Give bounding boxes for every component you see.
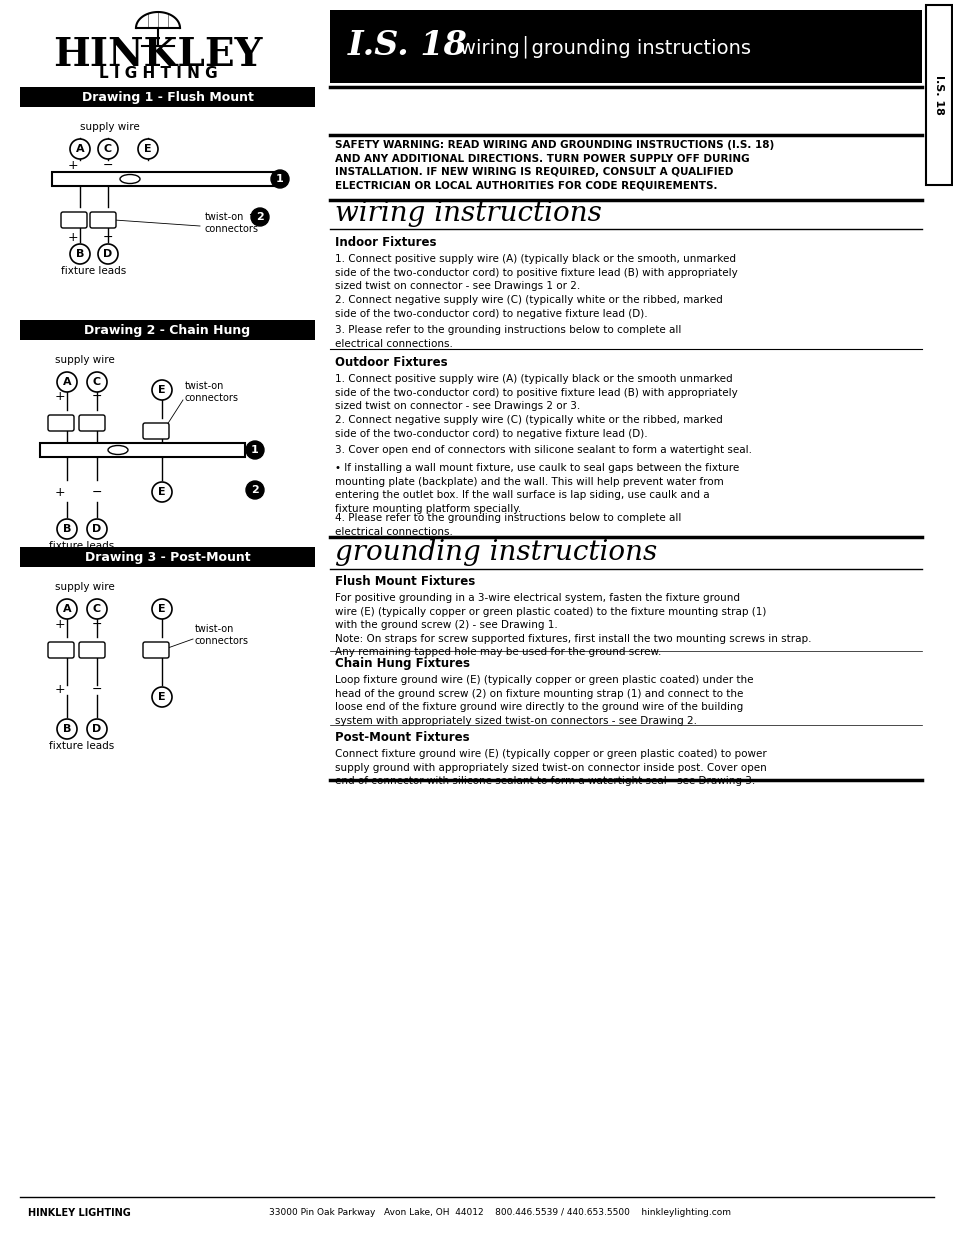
Text: 2. Connect negative supply wire (C) (typically white or the ribbed, marked
side : 2. Connect negative supply wire (C) (typ… [335, 295, 722, 319]
Text: 3. Please refer to the grounding instructions below to complete all
electrical c: 3. Please refer to the grounding instruc… [335, 325, 680, 348]
Text: +: + [68, 158, 78, 172]
Text: B: B [63, 524, 71, 534]
FancyBboxPatch shape [143, 642, 169, 658]
Circle shape [57, 719, 77, 739]
FancyBboxPatch shape [20, 547, 314, 567]
Text: C: C [92, 604, 101, 614]
Circle shape [87, 519, 107, 538]
Text: fixture leads: fixture leads [61, 266, 127, 275]
Text: SAFETY WARNING: READ WIRING AND GROUNDING INSTRUCTIONS (I.S. 18)
AND ANY ADDITIO: SAFETY WARNING: READ WIRING AND GROUNDIN… [335, 140, 774, 190]
Circle shape [152, 380, 172, 400]
Text: Drawing 3 - Post-Mount: Drawing 3 - Post-Mount [85, 551, 250, 563]
Text: Flush Mount Fixtures: Flush Mount Fixtures [335, 574, 475, 588]
Text: A: A [63, 377, 71, 387]
Circle shape [57, 599, 77, 619]
Text: design • illuminate • enjoy: design • illuminate • enjoy [83, 86, 233, 98]
Text: C: C [92, 377, 101, 387]
Text: −: − [103, 231, 113, 243]
Text: 33000 Pin Oak Parkway   Avon Lake, OH  44012    800.446.5539 / 440.653.5500    h: 33000 Pin Oak Parkway Avon Lake, OH 4401… [269, 1209, 730, 1218]
Circle shape [57, 372, 77, 391]
Circle shape [87, 599, 107, 619]
Text: HINKLEY LIGHTING: HINKLEY LIGHTING [28, 1208, 131, 1218]
FancyBboxPatch shape [925, 5, 951, 185]
Text: • If installing a wall mount fixture, use caulk to seal gaps between the fixture: • If installing a wall mount fixture, us… [335, 463, 739, 514]
Text: fixture leads: fixture leads [50, 741, 114, 751]
FancyBboxPatch shape [48, 642, 74, 658]
FancyBboxPatch shape [48, 415, 74, 431]
Text: E: E [158, 604, 166, 614]
Circle shape [271, 170, 289, 188]
Text: +: + [54, 618, 65, 631]
Circle shape [87, 372, 107, 391]
Circle shape [152, 482, 172, 501]
Text: wiring│grounding instructions: wiring│grounding instructions [459, 36, 750, 58]
FancyBboxPatch shape [90, 212, 116, 228]
Circle shape [98, 140, 118, 159]
FancyBboxPatch shape [79, 415, 105, 431]
Text: +: + [54, 683, 65, 695]
Circle shape [138, 140, 158, 159]
Text: D: D [92, 524, 102, 534]
Text: E: E [158, 692, 166, 701]
Text: For positive grounding in a 3-wire electrical system, fasten the fixture ground
: For positive grounding in a 3-wire elect… [335, 593, 811, 657]
Text: +: + [54, 389, 65, 403]
Text: Chain Hung Fixtures: Chain Hung Fixtures [335, 657, 470, 669]
Text: supply wire: supply wire [55, 582, 114, 592]
Text: B: B [75, 249, 84, 259]
Text: 4. Please refer to the grounding instructions below to complete all
electrical c: 4. Please refer to the grounding instruc… [335, 513, 680, 536]
FancyBboxPatch shape [20, 320, 314, 340]
Text: E: E [158, 487, 166, 496]
Text: 1: 1 [275, 174, 284, 184]
FancyBboxPatch shape [330, 10, 921, 83]
Text: E: E [144, 144, 152, 154]
Circle shape [152, 687, 172, 706]
Circle shape [70, 245, 90, 264]
Circle shape [98, 245, 118, 264]
Text: twist-on
connectors: twist-on connectors [205, 211, 258, 235]
FancyBboxPatch shape [40, 443, 245, 457]
Text: twist-on
connectors: twist-on connectors [185, 380, 239, 403]
Text: −: − [91, 683, 102, 695]
FancyBboxPatch shape [79, 642, 105, 658]
Text: −: − [103, 158, 113, 172]
Text: supply wire: supply wire [55, 354, 114, 366]
Text: A: A [63, 604, 71, 614]
Text: Loop fixture ground wire (E) (typically copper or green plastic coated) under th: Loop fixture ground wire (E) (typically … [335, 676, 753, 726]
Ellipse shape [108, 446, 128, 454]
Circle shape [70, 140, 90, 159]
Text: Drawing 1 - Flush Mount: Drawing 1 - Flush Mount [81, 90, 253, 104]
FancyBboxPatch shape [143, 424, 169, 438]
Text: Drawing 2 - Chain Hung: Drawing 2 - Chain Hung [85, 324, 251, 336]
Text: Connect fixture ground wire (E) (typically copper or green plastic coated) to po: Connect fixture ground wire (E) (typical… [335, 748, 766, 787]
Text: −: − [91, 389, 102, 403]
Text: I.S. 18: I.S. 18 [933, 75, 943, 115]
Text: supply wire: supply wire [80, 122, 140, 132]
FancyBboxPatch shape [61, 212, 87, 228]
Text: D: D [103, 249, 112, 259]
Ellipse shape [120, 174, 140, 184]
Text: E: E [158, 385, 166, 395]
Text: grounding instructions: grounding instructions [335, 538, 657, 566]
Text: Post-Mount Fixtures: Post-Mount Fixtures [335, 730, 469, 743]
Text: A: A [75, 144, 84, 154]
Text: 1. Connect positive supply wire (A) (typically black or the smooth, unmarked
sid: 1. Connect positive supply wire (A) (typ… [335, 254, 737, 291]
Circle shape [246, 480, 264, 499]
Text: +: + [68, 231, 78, 243]
FancyBboxPatch shape [52, 172, 276, 186]
Text: Indoor Fixtures: Indoor Fixtures [335, 236, 436, 248]
Text: I.S. 18: I.S. 18 [348, 28, 467, 62]
Text: 1. Connect positive supply wire (A) (typically black or the smooth unmarked
side: 1. Connect positive supply wire (A) (typ… [335, 374, 737, 411]
Circle shape [251, 207, 269, 226]
Text: Outdoor Fixtures: Outdoor Fixtures [335, 356, 447, 368]
Text: +: + [54, 485, 65, 499]
Text: B: B [63, 724, 71, 734]
Text: 2: 2 [251, 485, 258, 495]
Text: −: − [91, 485, 102, 499]
FancyBboxPatch shape [20, 86, 314, 107]
Text: C: C [104, 144, 112, 154]
Circle shape [57, 519, 77, 538]
Text: D: D [92, 724, 102, 734]
Text: fixture leads: fixture leads [50, 541, 114, 551]
Text: 1: 1 [251, 445, 258, 454]
Text: −: − [91, 618, 102, 631]
